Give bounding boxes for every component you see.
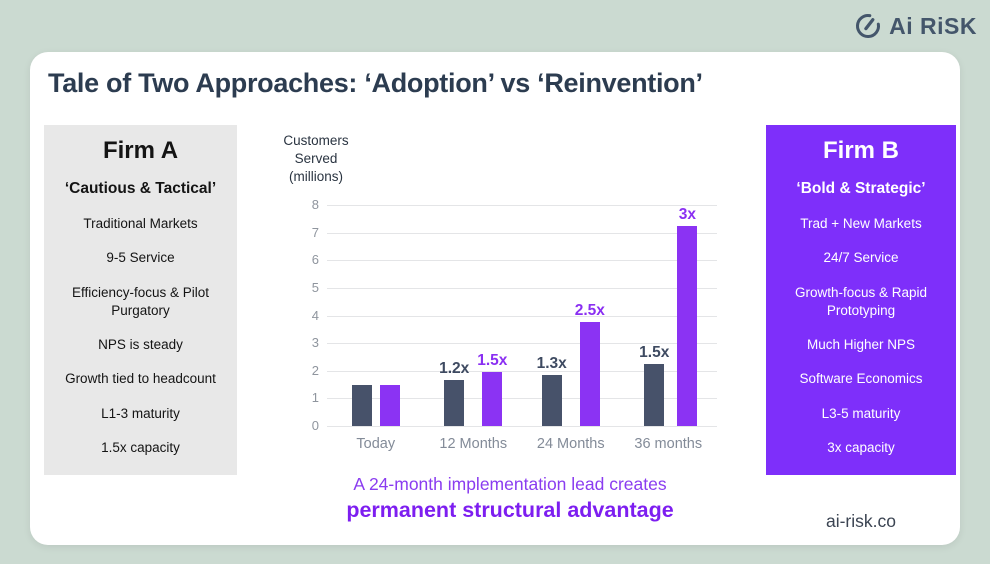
bar-firm-a-12-months xyxy=(444,380,465,426)
y-tick-5: 5 xyxy=(311,279,319,295)
firm-b-item-growth-focus-rapid-prototyping: Growth-focus & Rapid Prototyping xyxy=(794,284,928,318)
bar-firm-a-36-months xyxy=(644,363,665,426)
y-tick-6: 6 xyxy=(311,252,319,268)
header: Ai RiSK xyxy=(854,12,977,40)
y-tick-2: 2 xyxy=(311,362,319,378)
bar-label-firm-a-12-months: 1.2x xyxy=(439,360,470,378)
gridline-7 xyxy=(327,232,717,234)
x-axis-labels: Today 12 Months 24 Months 36 months xyxy=(327,436,717,452)
y-tick-3: 3 xyxy=(311,335,319,351)
caption-line2: permanent structural advantage xyxy=(346,497,674,522)
firm-b-item-software-economics: Software Economics xyxy=(799,371,923,387)
firm-b-subtitle: ‘Bold & Strategic’ xyxy=(796,180,926,198)
chart-caption: A 24-month implementation lead creates p… xyxy=(275,473,745,525)
gridline-0 xyxy=(327,426,717,427)
gridline-3 xyxy=(327,343,717,345)
firm-a-title: Firm A xyxy=(102,137,179,164)
x-label-24-months: 24 Months xyxy=(536,436,605,452)
bar-firm-b-24-months xyxy=(579,322,600,426)
firm-b-item-l3-5-maturity: L3-5 maturity xyxy=(821,405,901,421)
bar-label-firm-b-36-months: 3x xyxy=(678,206,696,223)
y-tick-4: 4 xyxy=(311,307,319,323)
firm-a-item-1-5x-capacity: 1.5x capacity xyxy=(101,439,180,455)
x-label-today: Today xyxy=(356,436,396,452)
firm-a-item-growth-tied-to-headcount: Growth tied to headcount xyxy=(65,371,216,387)
bar-column-firm-b-today xyxy=(379,205,400,426)
bar-column-firm-b-36-months: 3x xyxy=(677,205,698,426)
firm-a-item-nps-is-steady: NPS is steady xyxy=(98,337,183,353)
bar-column-firm-b-12-months: 1.5x xyxy=(477,205,507,426)
website-url: ai-risk.co xyxy=(825,511,896,531)
x-label-12-months: 12 Months xyxy=(439,436,508,452)
bar-groups: 1.2x 1.5x 1.3x 2.5x 1.5x 3x xyxy=(327,205,717,426)
firm-b-item-24-7-service: 24/7 Service xyxy=(823,250,899,266)
bar-label-firm-b-24-months: 2.5x xyxy=(574,302,605,320)
bar-group-36-months: 1.5x 3x xyxy=(620,205,718,426)
firm-a-subtitle: ‘Cautious & Tactical’ xyxy=(64,180,217,198)
gridline-4 xyxy=(327,315,717,317)
gridline-5 xyxy=(327,287,717,289)
gauge-icon xyxy=(856,14,881,39)
bar-label-firm-b-12-months: 1.5x xyxy=(477,352,508,370)
bar-column-firm-a-12-months: 1.2x xyxy=(439,205,469,426)
gridline-1 xyxy=(327,398,717,400)
bar-column-firm-a-36-months: 1.5x xyxy=(639,205,669,426)
bar-label-firm-a-36-months: 1.5x xyxy=(639,343,670,361)
bar-firm-b-12-months xyxy=(482,372,503,426)
bar-column-firm-a-today xyxy=(351,205,372,426)
firm-a-panel: Firm A ‘Cautious & Tactical’ Traditional… xyxy=(44,125,237,475)
firm-b-item-much-higher-nps: Much Higher NPS xyxy=(806,337,916,353)
y-tick-0: 0 xyxy=(311,418,319,433)
content-card: Tale of Two Approaches: ‘Adoption’ vs ‘R… xyxy=(30,52,960,545)
bar-firm-b-36-months xyxy=(677,226,698,426)
firm-b-item-3x-capacity: 3x capacity xyxy=(827,439,895,455)
gridline-8 xyxy=(327,205,717,206)
firm-b-panel: Firm B ‘Bold & Strategic’ Trad + New Mar… xyxy=(766,125,956,475)
y-tick-8: 8 xyxy=(311,197,319,212)
bar-group-today xyxy=(327,205,425,426)
plot-area: 1.2x 1.5x 1.3x 2.5x 1.5x 3x 0 1 2 3 4 5 6 7 8 xyxy=(312,197,717,433)
gridline-6 xyxy=(327,260,717,262)
bar-column-firm-b-24-months: 2.5x xyxy=(575,205,605,426)
bar-group-12-months: 1.2x 1.5x xyxy=(425,205,523,426)
caption-line1: A 24-month implementation lead creates xyxy=(353,474,667,494)
bar-label-firm-a-24-months: 1.3x xyxy=(536,354,567,372)
bar-firm-b-today xyxy=(379,384,400,426)
slide-title: Tale of Two Approaches: ‘Adoption’ vs ‘R… xyxy=(48,68,703,98)
bar-firm-a-today xyxy=(351,384,372,426)
bar-firm-a-24-months xyxy=(541,374,562,426)
firm-a-item-9-5-service: 9-5 Service xyxy=(106,250,175,266)
gridline-2 xyxy=(327,370,717,372)
firm-b-title: Firm B xyxy=(822,137,899,164)
bar-chart: Customers Served (millions) 1.2x 1.5x 1.3x… xyxy=(275,130,745,490)
firm-b-item-trad-new-markets: Trad + New Markets xyxy=(800,216,922,232)
y-axis-title: Customers Served (millions) xyxy=(283,133,349,184)
y-tick-7: 7 xyxy=(311,224,319,240)
bar-group-24-months: 1.3x 2.5x xyxy=(522,205,620,426)
firm-a-item-traditional-markets: Traditional Markets xyxy=(83,216,198,232)
brand-name: Ai RiSK xyxy=(889,12,977,39)
firm-a-item-l1-3-maturity: L1-3 maturity xyxy=(101,405,180,421)
x-label-36-months: 36 months xyxy=(634,436,703,452)
y-tick-1: 1 xyxy=(311,390,319,406)
bar-column-firm-a-24-months: 1.3x xyxy=(537,205,567,426)
firm-a-item-efficiency-focus-pilot-purgatory: Efficiency-focus & Pilot Purgatory xyxy=(71,284,210,318)
